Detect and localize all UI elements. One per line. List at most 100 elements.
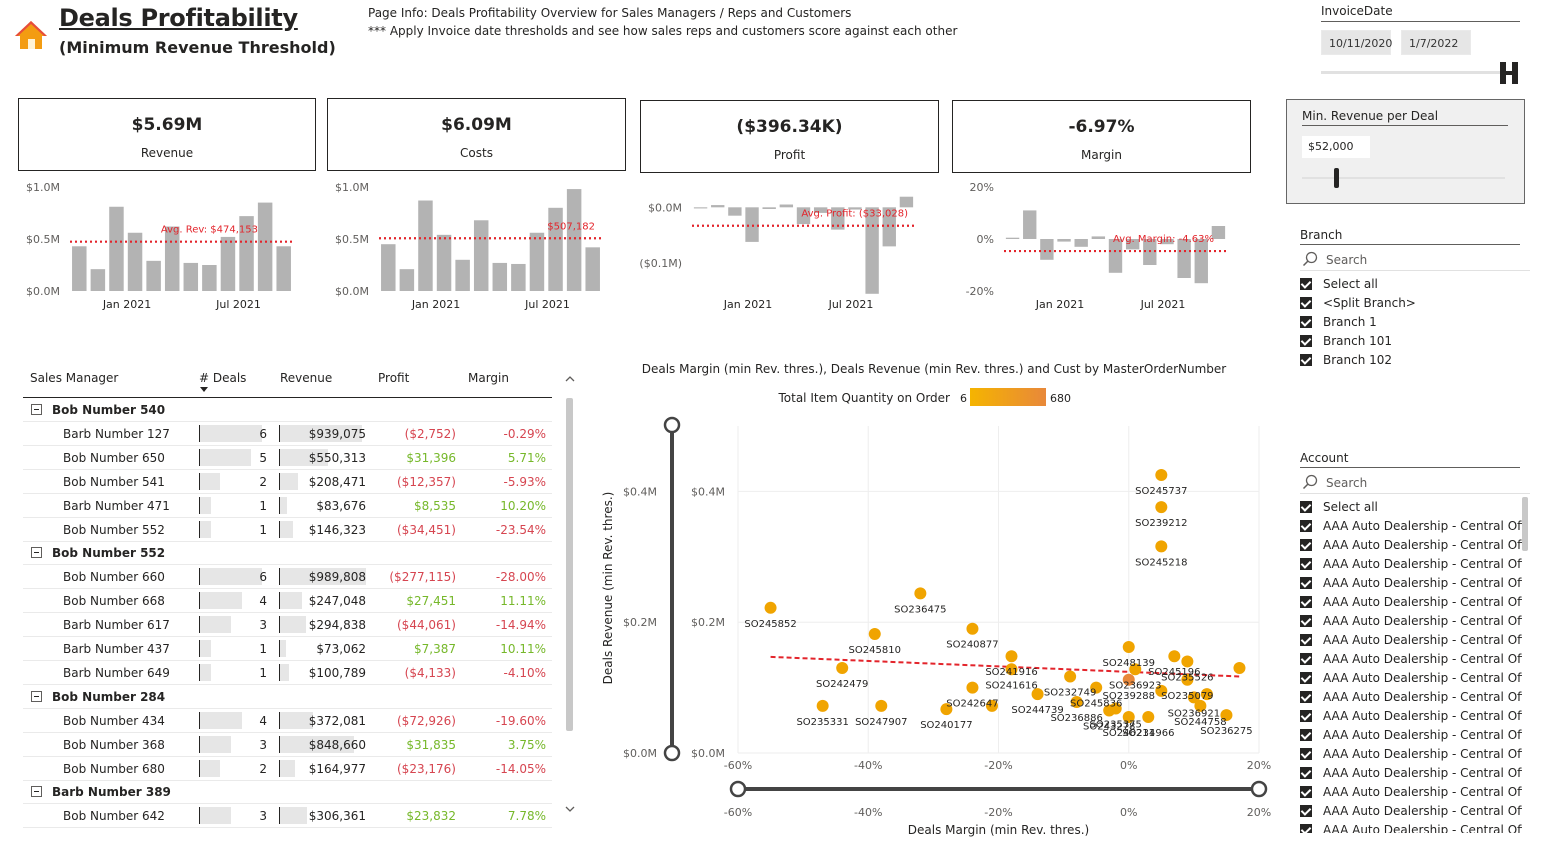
table-row[interactable]: Bob Number 650 5 $550,313 $31,396 5.71% — [23, 446, 552, 470]
table-row[interactable]: Barb Number 471 1 $83,676 $8,535 10.20% — [23, 494, 552, 518]
checkbox-checked-icon[interactable] — [1300, 353, 1312, 366]
margin-value: -5.93% — [503, 474, 546, 489]
table-group-row[interactable]: Bob Number 284 — [23, 685, 552, 709]
table-row[interactable]: Barb Number 437 1 $73,062 $7,387 10.11% — [23, 637, 552, 661]
checkbox-checked-icon[interactable] — [1300, 315, 1312, 328]
account-item[interactable]: AAA Auto Dealership - Central Offi... — [1300, 573, 1522, 592]
branch-search[interactable]: Search — [1300, 250, 1530, 271]
table-row[interactable]: Bob Number 680 2 $164,977 ($23,176) -14.05% — [23, 757, 552, 781]
table-group-row[interactable]: Bob Number 552 — [23, 541, 552, 566]
checkbox-checked-icon[interactable] — [1300, 728, 1312, 741]
account-item[interactable]: AAA Auto Dealership - Central Offi... — [1300, 706, 1522, 725]
scatter-point — [1155, 469, 1168, 482]
account-item[interactable]: Select all — [1300, 497, 1522, 516]
account-item[interactable]: AAA Auto Dealership - Central Offi... — [1300, 820, 1522, 833]
scatter-point — [1070, 695, 1083, 708]
table-group-row[interactable]: Barb Number 389 — [23, 780, 552, 805]
branch-item[interactable]: Branch 1 — [1300, 312, 1525, 331]
table-row[interactable]: Barb Number 617 3 $294,838 ($44,061) -14.94% — [23, 613, 552, 638]
account-item[interactable]: AAA Auto Dealership - Central Offi... — [1300, 801, 1522, 820]
account-item[interactable]: AAA Auto Dealership - Central Offi... — [1300, 630, 1522, 649]
account-item[interactable]: AAA Auto Dealership - Central Offi... — [1300, 782, 1522, 801]
row-divider — [23, 707, 552, 709]
account-item[interactable]: AAA Auto Dealership - Central Offi... — [1300, 668, 1522, 687]
col-header-sales-manager[interactable]: Sales Manager — [30, 371, 119, 385]
col-header-profit[interactable]: Profit — [378, 371, 410, 385]
scroll-down-icon[interactable] — [564, 804, 576, 814]
branch-item[interactable]: Branch 101 — [1300, 331, 1525, 350]
account-item[interactable]: AAA Auto Dealership - Central Offi... — [1300, 687, 1522, 706]
branch-item[interactable]: Branch 102 — [1300, 350, 1525, 369]
collapse-icon[interactable] — [31, 786, 42, 798]
account-search[interactable]: Search — [1300, 473, 1530, 494]
table-row[interactable]: Bob Number 434 4 $372,081 ($72,926) -19.60% — [23, 709, 552, 733]
account-item[interactable]: AAA Auto Dealership - Central Offi... — [1300, 611, 1522, 630]
table-row[interactable]: Bob Number 368 3 $848,660 $31,835 3.75% — [23, 733, 552, 757]
checkbox-checked-icon[interactable] — [1300, 785, 1312, 798]
checkbox-checked-icon[interactable] — [1300, 538, 1312, 551]
min-revenue-slider-track[interactable] — [1302, 177, 1505, 179]
collapse-icon[interactable] — [31, 547, 42, 559]
table-row[interactable]: Bob Number 552 1 $146,323 ($34,451) -23.54% — [23, 518, 552, 542]
account-item[interactable]: AAA Auto Dealership - Central Offi... — [1300, 725, 1522, 744]
revenue-databar — [280, 568, 366, 586]
table-group-row[interactable]: Bob Number 540 — [23, 398, 552, 422]
checkbox-checked-icon[interactable] — [1300, 557, 1312, 570]
table-row[interactable]: Barb Number 649 1 $100,789 ($4,133) -4.10% — [23, 661, 552, 685]
table-row[interactable]: Bob Number 642 3 $306,361 $23,832 7.78% — [23, 804, 552, 828]
y-zoom-slider-handle-bottom — [663, 744, 681, 762]
account-list-scrollbar[interactable] — [1522, 497, 1528, 551]
account-item[interactable]: AAA Auto Dealership - Central Offi... — [1300, 554, 1522, 573]
table-row[interactable]: Bob Number 660 6 $989,808 ($277,115) -28.00% — [23, 565, 552, 590]
table-row[interactable]: Barb Number 127 6 $939,075 ($2,752) -0.29% — [23, 422, 552, 446]
account-item[interactable]: AAA Auto Dealership - Central Offi... — [1300, 592, 1522, 611]
invoice-end-date[interactable]: 1/7/2022 — [1401, 30, 1471, 55]
table-row[interactable]: Bob Number 541 2 $208,471 ($12,357) -5.93% — [23, 470, 552, 494]
home-icon[interactable] — [14, 20, 48, 50]
checkbox-checked-icon[interactable] — [1300, 595, 1312, 608]
checkbox-checked-icon[interactable] — [1300, 277, 1312, 290]
checkbox-checked-icon[interactable] — [1300, 296, 1312, 309]
invoice-date-slider-track[interactable] — [1321, 71, 1507, 74]
checkbox-checked-icon[interactable] — [1300, 804, 1312, 817]
account-item[interactable]: AAA Auto Dealership - Central Offi... — [1300, 649, 1522, 668]
margin-value: -14.05% — [495, 761, 546, 776]
col-header-revenue[interactable]: Revenue — [280, 371, 333, 385]
col-header-margin[interactable]: Margin — [468, 371, 509, 385]
col-header-deals[interactable]: # Deals — [199, 371, 247, 385]
scatter-point — [1142, 711, 1155, 724]
checkbox-checked-icon[interactable] — [1300, 614, 1312, 627]
checkbox-checked-icon[interactable] — [1300, 633, 1312, 646]
row-divider — [23, 444, 552, 446]
branch-item[interactable]: Select all — [1300, 274, 1525, 293]
scroll-up-icon[interactable] — [564, 374, 576, 384]
bar — [1040, 239, 1054, 260]
checkbox-checked-icon[interactable] — [1300, 709, 1312, 722]
account-item[interactable]: AAA Auto Dealership - Central Offi... — [1300, 535, 1522, 554]
checkbox-checked-icon[interactable] — [1300, 576, 1312, 589]
checkbox-checked-icon[interactable] — [1300, 690, 1312, 703]
row-divider — [23, 779, 552, 781]
checkbox-checked-icon[interactable] — [1300, 334, 1312, 347]
invoice-start-date[interactable]: 10/11/2020 — [1321, 30, 1392, 55]
account-item[interactable]: AAA Auto Dealership - Central Offi... — [1300, 744, 1522, 763]
branch-item[interactable]: <Split Branch> — [1300, 293, 1525, 312]
checkbox-checked-icon[interactable] — [1300, 747, 1312, 760]
checkbox-checked-icon[interactable] — [1300, 500, 1312, 513]
checkbox-checked-icon[interactable] — [1300, 519, 1312, 532]
collapse-icon[interactable] — [31, 404, 42, 415]
checkbox-checked-icon[interactable] — [1300, 823, 1312, 833]
min-revenue-slider-handle[interactable] — [1334, 168, 1339, 188]
invoice-date-slider-handle[interactable] — [1500, 62, 1520, 84]
sort-desc-icon[interactable] — [200, 387, 208, 393]
table-row[interactable]: Bob Number 668 4 $247,048 $27,451 11.11% — [23, 589, 552, 614]
collapse-icon[interactable] — [31, 690, 42, 702]
min-revenue-input[interactable]: $52,000 — [1302, 136, 1370, 158]
checkbox-checked-icon[interactable] — [1300, 652, 1312, 665]
checkbox-checked-icon[interactable] — [1300, 766, 1312, 779]
table-header-divider — [23, 397, 552, 398]
account-item[interactable]: AAA Auto Dealership - Central Offi... — [1300, 763, 1522, 782]
table-scrollbar-thumb[interactable] — [566, 398, 573, 731]
account-item[interactable]: AAA Auto Dealership - Central Offi... — [1300, 516, 1522, 535]
checkbox-checked-icon[interactable] — [1300, 671, 1312, 684]
